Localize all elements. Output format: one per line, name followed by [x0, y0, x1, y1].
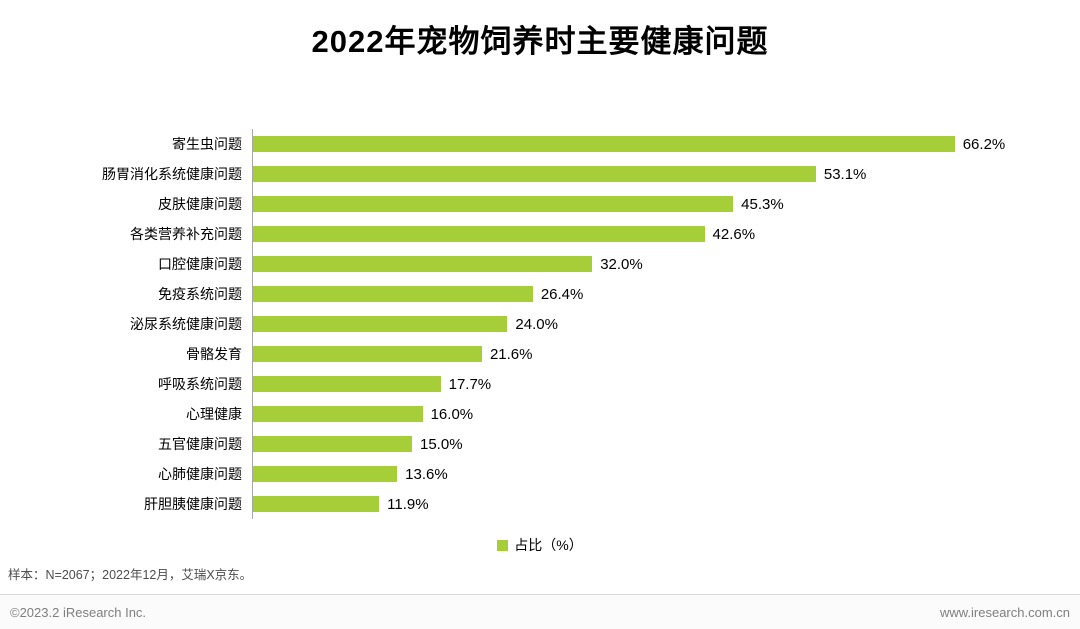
- bar-row: 骨骼发育 21.6%: [0, 339, 1080, 369]
- category-label: 泌尿系统健康问题: [130, 316, 242, 332]
- bar: [253, 406, 423, 422]
- bar: [253, 466, 398, 482]
- bar-row: 心理健康 16.0%: [0, 399, 1080, 429]
- bar-chart: 寄生虫问题 66.2% 肠胃消化系统健康问题 53.1% 皮肤健康问题 45.3% 各类营养…: [0, 129, 1080, 519]
- category-label: 心理健康: [186, 406, 242, 422]
- category-label: 免疫系统问题: [158, 286, 242, 302]
- page-footer: ©2023.2 iResearch Inc. www.iresearch.com…: [0, 594, 1080, 629]
- value-label: 24.0%: [515, 315, 558, 333]
- category-label: 寄生虫问题: [172, 136, 242, 152]
- value-label: 53.1%: [823, 165, 867, 183]
- bar-row: 肠胃消化系统健康问题 53.1%: [0, 159, 1080, 189]
- plot-cell: 53.1%: [252, 159, 1080, 189]
- value-label: 15.0%: [420, 435, 463, 453]
- plot-cell: 26.4%: [252, 279, 1080, 309]
- plot-cell: 17.7%: [252, 369, 1080, 399]
- bar-row: 肝胆胰健康问题 11.9%: [0, 489, 1080, 519]
- value-label: 45.3%: [741, 195, 784, 213]
- plot-cell: 21.6%: [252, 339, 1080, 369]
- bar-row: 各类营养补充问题 42.6%: [0, 219, 1080, 249]
- category-label: 各类营养补充问题: [130, 226, 242, 242]
- plot-cell: 24.0%: [252, 309, 1080, 339]
- category-label: 肝胆胰健康问题: [144, 496, 242, 512]
- plot-cell: 42.6%: [252, 219, 1080, 249]
- bar: [253, 226, 705, 242]
- bar-row: 泌尿系统健康问题 24.0%: [0, 309, 1080, 339]
- plot-cell: 32.0%: [252, 249, 1080, 279]
- bar: [253, 316, 508, 332]
- category-label: 骨骼发育: [186, 346, 242, 362]
- bar: [253, 286, 533, 302]
- chart-title: 2022年宠物饲养时主要健康问题: [311, 24, 769, 59]
- bar: [253, 346, 482, 362]
- value-label: 42.6%: [712, 225, 756, 243]
- value-label: 66.2%: [962, 135, 1006, 153]
- value-label: 21.6%: [489, 345, 533, 363]
- plot-cell: 13.6%: [252, 459, 1080, 489]
- bar: [253, 436, 412, 452]
- legend-label: 占比（%）: [514, 537, 583, 553]
- category-label: 五官健康问题: [158, 436, 242, 452]
- plot-cell: 11.9%: [252, 489, 1080, 519]
- value-label: 26.4%: [540, 285, 584, 303]
- value-label: 17.7%: [448, 375, 492, 393]
- value-label: 13.6%: [405, 465, 448, 483]
- copyright-text: ©2023.2 iResearch Inc.: [10, 604, 147, 620]
- bar: [253, 496, 380, 512]
- category-label: 肠胃消化系统健康问题: [102, 166, 242, 182]
- category-label: 心肺健康问题: [158, 466, 242, 482]
- bar-row: 呼吸系统问题 17.7%: [0, 369, 1080, 399]
- website-link[interactable]: www.iresearch.com.cn: [939, 604, 1070, 620]
- value-label: 11.9%: [387, 495, 429, 513]
- bar-row: 免疫系统问题 26.4%: [0, 279, 1080, 309]
- bar: [253, 166, 816, 182]
- category-label: 呼吸系统问题: [158, 376, 242, 392]
- bar: [253, 196, 734, 212]
- bar: [253, 136, 955, 152]
- chart-legend: 占比（%）: [0, 535, 1080, 555]
- category-label: 口腔健康问题: [158, 256, 242, 272]
- category-label: 皮肤健康问题: [158, 196, 242, 212]
- bar: [253, 376, 441, 392]
- value-label: 32.0%: [600, 255, 643, 273]
- bar-row: 心肺健康问题 13.6%: [0, 459, 1080, 489]
- bar-row: 寄生虫问题 66.2%: [0, 129, 1080, 159]
- sample-note: 样本：N=2067；2022年12月，艾瑞X京东。: [8, 568, 253, 582]
- plot-cell: 16.0%: [252, 399, 1080, 429]
- plot-cell: 15.0%: [252, 429, 1080, 459]
- bar-row: 五官健康问题 15.0%: [0, 429, 1080, 459]
- bar-row: 皮肤健康问题 45.3%: [0, 189, 1080, 219]
- plot-cell: 45.3%: [252, 189, 1080, 219]
- bar: [253, 256, 593, 272]
- bar-rows-container: 寄生虫问题 66.2% 肠胃消化系统健康问题 53.1% 皮肤健康问题 45.3% 各类营养…: [0, 129, 1080, 519]
- bar-row: 口腔健康问题 32.0%: [0, 249, 1080, 279]
- legend-swatch-icon: [497, 539, 509, 551]
- plot-cell: 66.2%: [252, 129, 1080, 159]
- value-label: 16.0%: [430, 405, 474, 423]
